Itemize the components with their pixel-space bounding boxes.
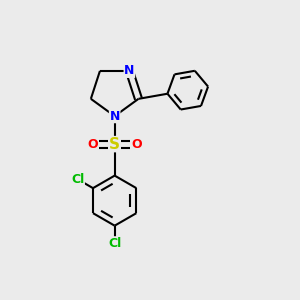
Text: S: S xyxy=(109,136,120,152)
Text: N: N xyxy=(124,64,135,77)
Text: Cl: Cl xyxy=(108,237,121,250)
Text: O: O xyxy=(87,138,98,151)
Text: O: O xyxy=(131,138,142,151)
Text: N: N xyxy=(110,110,120,123)
Text: Cl: Cl xyxy=(71,173,84,186)
